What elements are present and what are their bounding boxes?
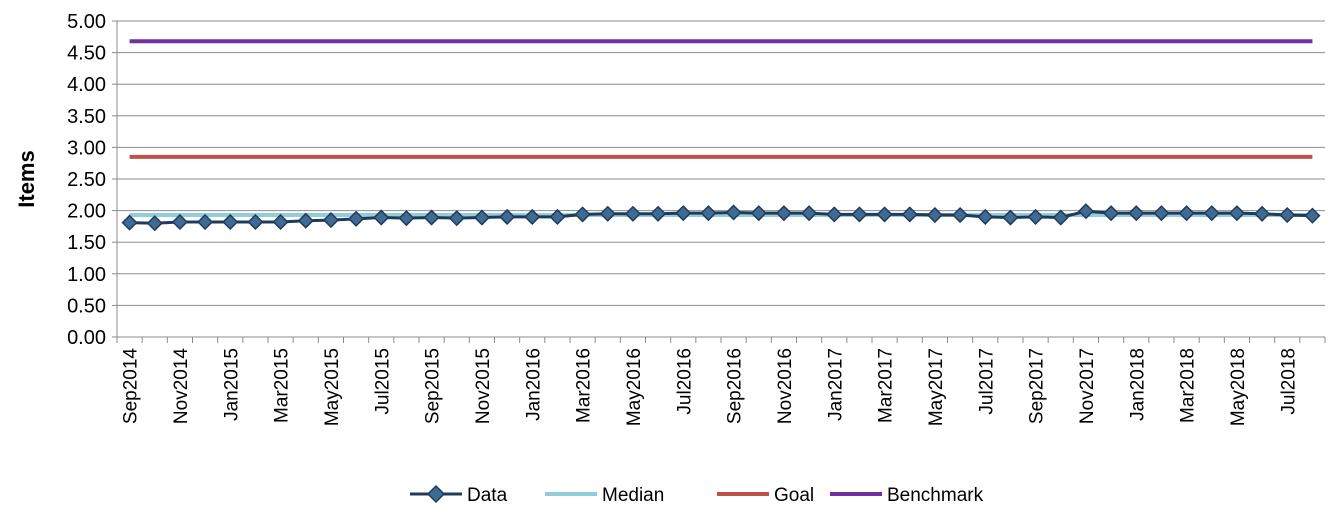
data-point	[322, 212, 339, 229]
legend-label-median: Median	[602, 485, 664, 506]
legend-marker-data	[426, 484, 446, 504]
data-point	[171, 213, 188, 231]
data-point	[926, 206, 943, 224]
data-point	[1279, 206, 1296, 224]
data-point	[901, 206, 918, 223]
data-point	[524, 208, 541, 225]
y-tick-labels: 0.00 0.50 1.00 1.50 2.00 2.50 3.00 3.50 4.00 4.50…	[67, 11, 106, 349]
data-point	[675, 205, 692, 222]
axes	[112, 20, 1326, 343]
x-tick-label: May2017	[926, 348, 947, 426]
x-tick-label: Sep2016	[725, 348, 746, 424]
y-tick-label: 3.00	[67, 137, 106, 159]
data-point	[297, 212, 314, 229]
data-point	[750, 205, 767, 222]
y-tick-label: 1.00	[67, 264, 106, 286]
y-tick-label: 0.00	[67, 327, 106, 349]
data-point	[977, 208, 994, 225]
data-point	[801, 205, 818, 222]
data-point	[574, 206, 591, 223]
x-tick-label: Sep2017	[1027, 348, 1048, 424]
y-tick-label: 4.50	[67, 43, 106, 65]
data-point	[1153, 205, 1170, 222]
data-point	[1077, 203, 1094, 220]
data-point	[1103, 205, 1120, 222]
data-point	[473, 209, 490, 226]
data-point	[1178, 205, 1195, 222]
x-tick-label: Nov2017	[1077, 348, 1098, 424]
data-point	[775, 205, 792, 222]
x-tick-label: Jul2015	[372, 348, 393, 415]
y-axis-label: Items	[14, 150, 39, 207]
data-point	[272, 213, 289, 231]
x-tick-label: Jan2018	[1127, 348, 1148, 421]
data-point	[247, 213, 264, 231]
x-tick-label: Jan2016	[523, 348, 544, 421]
data-point	[876, 206, 893, 223]
data-point	[348, 210, 365, 227]
x-tick-label: Jul2017	[976, 348, 997, 415]
data-point	[725, 204, 742, 221]
data-point	[599, 205, 616, 222]
data-point	[1027, 208, 1044, 225]
x-tick-label: Sep2014	[121, 348, 142, 425]
x-tick-label: Jan2015	[221, 348, 242, 421]
data-point	[1052, 209, 1069, 226]
x-tick-label: Jul2016	[674, 348, 695, 415]
x-tick-label: Jan2017	[825, 348, 846, 421]
data-point	[650, 205, 667, 222]
data-point	[1228, 205, 1245, 222]
x-tick-label: Mar2018	[1178, 348, 1199, 423]
x-tick-label: Nov2015	[473, 348, 494, 424]
data-point	[700, 205, 717, 222]
legend-label-data: Data	[467, 485, 508, 506]
data-point	[624, 205, 641, 222]
x-tick-label: Nov2014	[171, 348, 192, 424]
x-tick-label: Jul2018	[1278, 348, 1299, 415]
data-point	[826, 206, 843, 223]
data-point	[222, 213, 239, 231]
x-tick-label: May2016	[624, 348, 645, 426]
legend-label-goal: Goal	[774, 485, 814, 506]
y-tick-label: 5.00	[67, 11, 106, 33]
data-point	[197, 213, 214, 231]
legend: Data Median Goal Benchmark	[410, 484, 984, 506]
y-tick-label: 2.50	[67, 169, 106, 191]
data-point	[1128, 205, 1145, 222]
x-tick-label: Mar2015	[272, 348, 293, 423]
data-point	[373, 209, 390, 226]
legend-label-benchmark: Benchmark	[887, 485, 984, 506]
x-tick-label: Nov2016	[775, 348, 796, 424]
data-point	[398, 210, 415, 227]
data-point	[448, 210, 465, 227]
data-point	[423, 209, 440, 226]
y-tick-label: 2.00	[67, 201, 106, 223]
data-point	[499, 208, 516, 225]
series-group	[121, 39, 1321, 232]
data-point	[1002, 209, 1019, 226]
data-point	[1254, 205, 1271, 222]
data-point	[952, 206, 969, 224]
data-point	[851, 206, 868, 223]
x-tick-label: Mar2016	[574, 348, 595, 423]
y-tick-label: 0.50	[67, 295, 106, 317]
gridlines	[117, 20, 1325, 306]
y-tick-label: 3.50	[67, 106, 106, 128]
x-tick-label: May2018	[1228, 348, 1249, 426]
y-tick-label: 4.00	[67, 74, 106, 96]
y-tick-label: 1.50	[67, 232, 106, 254]
data-point	[121, 214, 138, 231]
x-tick-label: Mar2017	[876, 348, 897, 423]
data-point	[1304, 207, 1321, 224]
x-tick-label: Sep2015	[423, 348, 444, 424]
x-tick-label: May2015	[322, 348, 343, 426]
data-point	[146, 215, 163, 232]
x-tick-labels: Sep2014 Nov2014 Jan2015 Mar2015 May2015 Jul20…	[121, 348, 1300, 427]
data-point	[1203, 205, 1220, 222]
data-point	[549, 208, 566, 225]
